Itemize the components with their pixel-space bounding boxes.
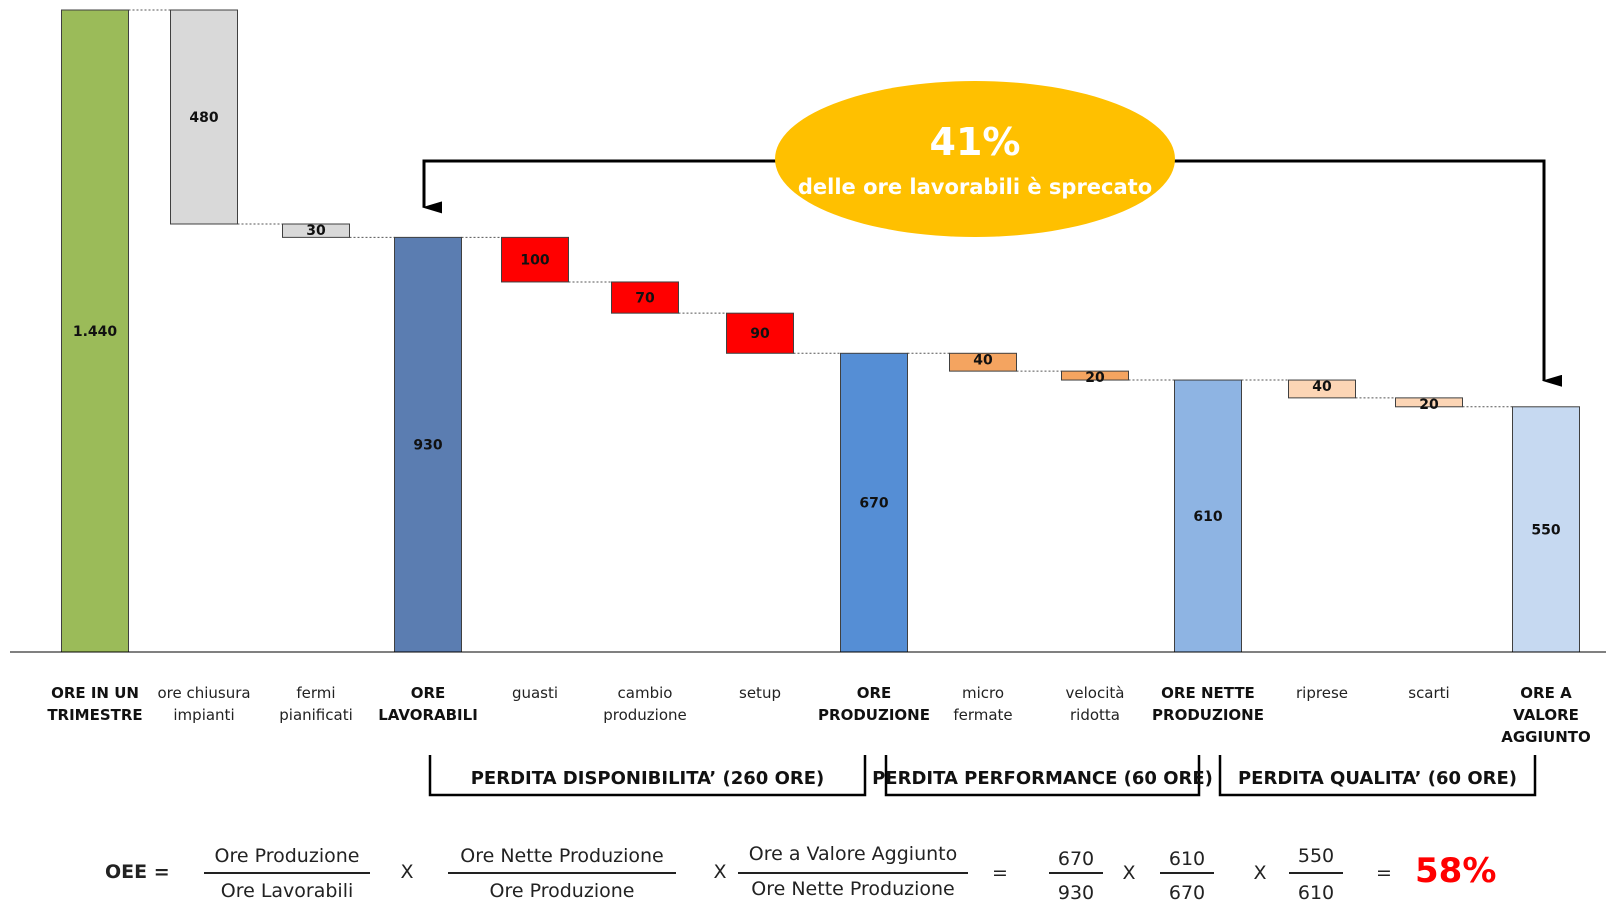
bar-value-label: 100 xyxy=(520,253,549,269)
oee-formula: OEE = Ore Produzione Ore Lavorabili Ore Net… xyxy=(105,843,1496,904)
waste-ellipse xyxy=(775,81,1175,237)
bar-total xyxy=(1174,379,1242,653)
category-label: ORE PRODUZIONE xyxy=(818,684,930,724)
category-label: ORE IN UN TRIMESTRE xyxy=(47,684,142,724)
waste-annotation: 41% delle ore lavorabili è sprecato xyxy=(422,81,1562,387)
category-label: cambio produzione xyxy=(603,684,687,724)
category-label: ore chiusura impianti xyxy=(157,684,250,724)
bar-loss xyxy=(1395,397,1463,408)
bar-loss xyxy=(282,223,350,238)
bar-value-label: 90 xyxy=(750,326,770,342)
times-sign: X xyxy=(400,861,413,883)
group-bracket xyxy=(428,755,867,797)
category-label: riprese xyxy=(1296,684,1348,702)
numeric-fraction-denominator: 930 xyxy=(1058,882,1094,904)
formula-fraction-numerator: Ore Nette Produzione xyxy=(460,845,663,867)
times-sign: X xyxy=(1253,862,1266,884)
bar-value-label: 40 xyxy=(973,352,993,368)
formula-fraction-denominator: Ore Nette Produzione xyxy=(751,878,954,900)
category-label: micro fermate xyxy=(953,684,1012,724)
formula-fraction-numerator: Ore a Valore Aggiunto xyxy=(749,843,958,865)
equals-sign: = xyxy=(1376,862,1392,884)
numeric-fraction-denominator: 610 xyxy=(1298,882,1334,904)
bar-value-label: 20 xyxy=(1419,397,1439,413)
numeric-fraction-denominator: 670 xyxy=(1169,882,1205,904)
group-label: PERDITA DISPONIBILITA’ (260 ORE) xyxy=(471,768,825,789)
numeric-fraction-numerator: 610 xyxy=(1169,848,1205,870)
numeric-fraction-numerator: 550 xyxy=(1298,845,1334,867)
times-sign: X xyxy=(713,861,726,883)
bar-value-label: 20 xyxy=(1085,370,1105,386)
group-label: PERDITA PERFORMANCE (60 ORE) xyxy=(872,768,1213,789)
loss-groups: PERDITA DISPONIBILITA’ (260 ORE) PERDITA … xyxy=(428,755,1537,797)
bar-value-label: 480 xyxy=(189,110,218,126)
times-sign: X xyxy=(1122,862,1135,884)
formula-fraction-denominator: Ore Lavorabili xyxy=(221,880,354,902)
formula-lhs: OEE = xyxy=(105,861,170,883)
group-label: PERDITA QUALITA’ (60 ORE) xyxy=(1238,768,1517,789)
bar-value-label: 610 xyxy=(1193,509,1222,525)
waste-text: delle ore lavorabili è sprecato xyxy=(798,175,1152,199)
oee-result: 58% xyxy=(1415,851,1496,891)
category-label: ORE A VALORE AGGIUNTO xyxy=(1501,684,1591,746)
bar-loss xyxy=(170,9,238,225)
bar-value-label: 40 xyxy=(1312,379,1332,395)
bar-total xyxy=(61,9,129,653)
category-label: ORE NETTE PRODUZIONE xyxy=(1152,684,1264,724)
category-label: guasti xyxy=(512,684,558,702)
group-bracket xyxy=(1218,755,1537,797)
formula-fraction-numerator: Ore Produzione xyxy=(215,845,360,867)
category-label: setup xyxy=(739,684,781,702)
numeric-fraction-numerator: 670 xyxy=(1058,848,1094,870)
bar-total xyxy=(840,352,908,653)
bar-value-label: 1.440 xyxy=(73,324,118,340)
bar-value-label: 930 xyxy=(413,438,442,454)
group-bracket xyxy=(884,755,1201,797)
equals-sign: = xyxy=(992,862,1008,884)
category-label: fermi pianificati xyxy=(279,684,353,724)
formula-fraction-denominator: Ore Produzione xyxy=(490,880,635,902)
bar-value-label: 70 xyxy=(635,291,655,307)
category-label: ORE LAVORABILI xyxy=(378,684,478,724)
category-labels: ORE IN UN TRIMESTRE ore chiusura impianti fe… xyxy=(47,684,1590,746)
bar-value-label: 550 xyxy=(1531,522,1560,538)
bars-layer: 1.440 480 30 930 100 70 90 670 40 20 610 40 20 550 xyxy=(61,9,1580,653)
bar-value-label: 670 xyxy=(859,496,888,512)
category-label: scarti xyxy=(1408,684,1449,702)
bar-value-label: 30 xyxy=(306,223,326,239)
bar-total xyxy=(1512,406,1580,653)
category-label: velocità ridotta xyxy=(1066,684,1125,724)
waste-percent: 41% xyxy=(930,120,1021,164)
